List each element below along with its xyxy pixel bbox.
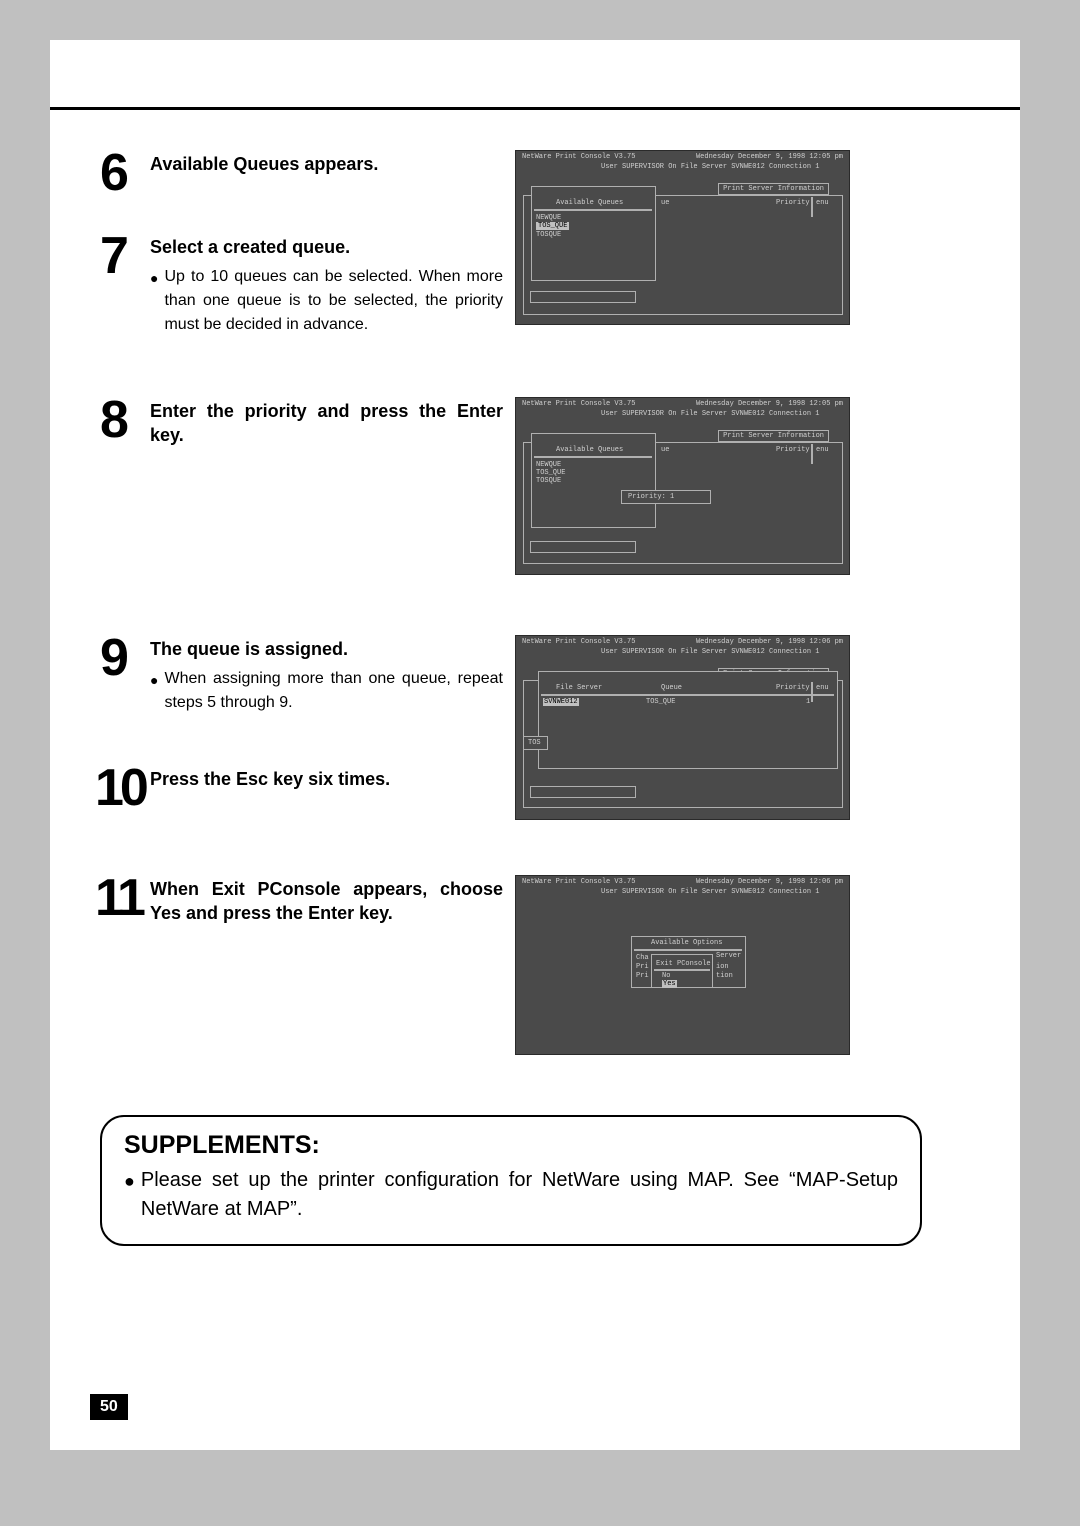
queue-item: TOSQUE <box>536 231 561 239</box>
tab-print-server-info: Print Server Information <box>718 183 829 195</box>
opt-pri: Pri <box>636 963 649 971</box>
step-9-left: 9 The queue is assigned. ● When assignin… <box>100 635 515 820</box>
col-queue: Queue <box>661 684 682 692</box>
console-title: NetWare Print Console V3.75 <box>522 154 635 162</box>
opt-cha: Cha <box>636 954 649 962</box>
col-priority: Priority <box>776 199 810 207</box>
console-datetime: Wednesday December 9, 1998 12:06 pm <box>696 879 843 887</box>
tab-print-server-info: Print Server Information <box>718 430 829 442</box>
priority-field: Priority: 1 <box>628 493 674 501</box>
bullet-icon: ● <box>124 1168 135 1224</box>
row-step-9: 9 The queue is assigned. ● When assignin… <box>100 635 900 820</box>
page: 6 Available Queues appears. 7 Select a c… <box>50 40 1020 1450</box>
queue-item: TOS_QUE <box>536 469 565 477</box>
bullet-icon: ● <box>150 268 158 337</box>
step-number: 10 <box>95 765 150 812</box>
queue-item: NEWQUE <box>536 214 561 222</box>
bullet: ● When assigning more than one queue, re… <box>150 667 503 715</box>
supplements-box: SUPPLEMENTS: ● Please set up the printer… <box>100 1115 922 1246</box>
console-title: NetWare Print Console V3.75 <box>522 879 635 887</box>
console-screenshot-4: NetWare Print Console V3.75 Wednesday De… <box>515 875 850 1055</box>
step-number: 8 <box>100 397 150 448</box>
step-number: 9 <box>100 635 150 715</box>
step-number: 6 <box>100 150 150 197</box>
step-title: Available Queues appears. <box>150 152 503 176</box>
queue-item-selected: TOS_QUE <box>536 222 569 230</box>
rt-server: Server <box>716 952 741 960</box>
bullet-text: Up to 10 queues can be selected. When mo… <box>164 265 503 337</box>
step-title: The queue is assigned. <box>150 637 503 661</box>
rt-ion: ion <box>716 963 729 971</box>
step-6-left: 6 Available Queues appears. 7 Select a c… <box>100 150 515 337</box>
step-number: 7 <box>100 233 150 337</box>
supplements-title: SUPPLEMENTS: <box>124 1131 898 1160</box>
status-box <box>530 786 636 798</box>
row-step-11: 11 When Exit PConsole appears, choose Ye… <box>100 875 900 1055</box>
opt-pri: Pri <box>636 972 649 980</box>
opt-yes: Yes <box>662 980 677 988</box>
status-box <box>530 541 636 553</box>
label-available-queues: Available Queues <box>556 199 623 207</box>
label-available-queues: Available Queues <box>556 446 623 454</box>
tos-label: TOS <box>528 739 541 747</box>
row-queue: TOS_QUE <box>646 698 675 706</box>
col-file-server: File Server <box>556 684 602 692</box>
exit-title: Exit PConsole <box>656 960 711 968</box>
page-number: 50 <box>90 1394 128 1420</box>
bullet-text: When assigning more than one queue, repe… <box>164 667 503 715</box>
row-step-6: 6 Available Queues appears. 7 Select a c… <box>100 150 900 337</box>
col-enu: enu <box>816 446 829 454</box>
label-available-options: Available Options <box>651 939 722 947</box>
console-title: NetWare Print Console V3.75 <box>522 639 635 647</box>
step-number: 11 <box>95 875 150 926</box>
row-priority: 1 <box>806 698 810 706</box>
content-area: 6 Available Queues appears. 7 Select a c… <box>100 150 900 1059</box>
bullet-icon: ● <box>150 670 158 715</box>
row-server: SVNWE012 <box>543 698 579 706</box>
step-8-left: 8 Enter the priority and press the Enter… <box>100 397 515 575</box>
console-datetime: Wednesday December 9, 1998 12:06 pm <box>696 639 843 647</box>
col-enu: enu <box>816 199 829 207</box>
step-11-left: 11 When Exit PConsole appears, choose Ye… <box>100 875 515 1055</box>
step-title: Select a created queue. <box>150 235 503 259</box>
bullet: ● Up to 10 queues can be selected. When … <box>150 265 503 337</box>
opt-no: No <box>662 972 670 980</box>
queue-item: TOSQUE <box>536 477 561 485</box>
col-ue: ue <box>661 446 669 454</box>
status-box <box>530 291 636 303</box>
console-title: NetWare Print Console V3.75 <box>522 401 635 409</box>
console-screenshot-2: NetWare Print Console V3.75 Wednesday De… <box>515 397 850 575</box>
step-title: Enter the priority and press the Enter k… <box>150 399 503 448</box>
header-bar <box>50 40 1020 110</box>
console-screenshot-1: NetWare Print Console V3.75 Wednesday De… <box>515 150 850 325</box>
col-ue: ue <box>661 199 669 207</box>
col-enu: enu <box>816 684 829 692</box>
col-priority: Priority <box>776 684 810 692</box>
row-step-8: 8 Enter the priority and press the Enter… <box>100 397 900 575</box>
step-title: When Exit PConsole appears, choose Yes a… <box>150 877 503 926</box>
rt-tion: tion <box>716 972 733 980</box>
queue-item: NEWQUE <box>536 461 561 469</box>
console-datetime: Wednesday December 9, 1998 12:05 pm <box>696 154 843 162</box>
console-screenshot-3: NetWare Print Console V3.75 Wednesday De… <box>515 635 850 820</box>
step-title: Press the Esc key six times. <box>150 767 503 791</box>
col-priority: Priority <box>776 446 810 454</box>
supplements-text: Please set up the printer configuration … <box>141 1166 898 1224</box>
console-datetime: Wednesday December 9, 1998 12:05 pm <box>696 401 843 409</box>
supplements-bullet: ● Please set up the printer configuratio… <box>124 1166 898 1224</box>
